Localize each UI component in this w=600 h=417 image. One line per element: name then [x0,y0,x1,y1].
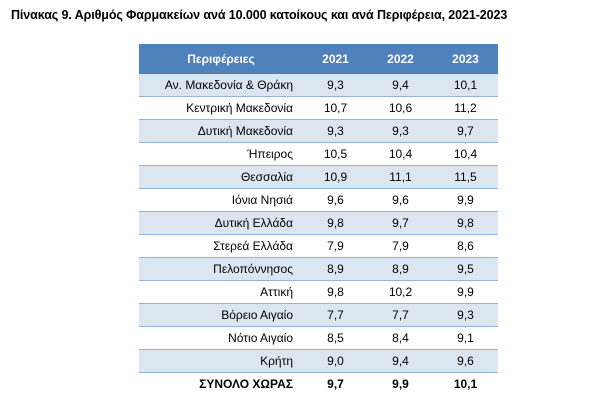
table-row: Ιόνια Νησιά 9,6 9,6 9,9 [139,188,498,212]
value-cell-2021: 7,9 [303,234,368,258]
column-header-2021: 2021 [303,44,368,74]
total-row: ΣΥΝΟΛΟ ΧΩΡΑΣ 9,7 9,9 10,1 [139,372,498,395]
value-cell-2021: 9,6 [303,188,368,212]
value-cell-2021: 9,8 [303,211,368,235]
value-cell-2022: 7,9 [368,234,433,258]
total-value-2023: 10,1 [433,372,498,395]
value-cell-2023: 9,5 [433,257,498,281]
value-cell-2023: 9,3 [433,303,498,327]
region-cell: Πελοπόννησος [139,257,303,281]
value-cell-2022: 9,4 [368,74,433,97]
value-cell-2021: 8,5 [303,326,368,350]
table-row: Κρήτη 9,0 9,4 9,6 [139,349,498,373]
region-cell: Θεσσαλία [139,165,303,189]
table-row: Ήπειρος 10,5 10,4 10,4 [139,142,498,166]
value-cell-2023: 10,1 [433,74,498,97]
table-row: Πελοπόννησος 8,9 8,9 9,5 [139,257,498,281]
region-cell: Νότιο Αιγαίο [139,326,303,350]
value-cell-2023: 9,9 [433,280,498,304]
value-cell-2021: 7,7 [303,303,368,327]
table-row: Στερεά Ελλάδα 7,9 7,9 8,6 [139,234,498,258]
value-cell-2021: 10,5 [303,142,368,166]
value-cell-2022: 9,4 [368,349,433,373]
value-cell-2021: 10,9 [303,165,368,189]
region-cell: Δυτική Ελλάδα [139,211,303,235]
region-cell: Στερεά Ελλάδα [139,234,303,258]
region-cell: Κρήτη [139,349,303,373]
table-caption: Πίνακας 9. Αριθμός Φαρμακείων ανά 10.000… [11,8,508,22]
value-cell-2021: 10,7 [303,96,368,120]
table-row: Δυτική Ελλάδα 9,8 9,7 9,8 [139,211,498,235]
column-header-region: Περιφέρειες [139,44,303,74]
column-header-2023: 2023 [433,44,498,74]
value-cell-2021: 9,0 [303,349,368,373]
region-cell: Ιόνια Νησιά [139,188,303,212]
table-row: Κεντρική Μακεδονία 10,7 10,6 11,2 [139,96,498,120]
value-cell-2022: 11,1 [368,165,433,189]
value-cell-2021: 9,8 [303,280,368,304]
table-row: Δυτική Μακεδονία 9,3 9,3 9,7 [139,119,498,143]
region-cell: Βόρειο Αιγαίο [139,303,303,327]
value-cell-2021: 9,3 [303,119,368,143]
value-cell-2022: 9,7 [368,211,433,235]
value-cell-2021: 9,3 [303,74,368,97]
total-value-2022: 9,9 [368,372,433,395]
value-cell-2023: 9,8 [433,211,498,235]
column-header-2022: 2022 [368,44,433,74]
value-cell-2022: 9,3 [368,119,433,143]
pharmacies-table: Περιφέρειες 2021 2022 2023 Αν. Μακεδονία… [139,44,498,395]
value-cell-2023: 11,2 [433,96,498,120]
value-cell-2023: 10,4 [433,142,498,166]
value-cell-2022: 8,4 [368,326,433,350]
header-row: Περιφέρειες 2021 2022 2023 [139,44,498,74]
region-cell: Κεντρική Μακεδονία [139,96,303,120]
region-cell: Δυτική Μακεδονία [139,119,303,143]
value-cell-2023: 8,6 [433,234,498,258]
value-cell-2023: 9,1 [433,326,498,350]
total-value-2021: 9,7 [303,372,368,395]
table-row: Θεσσαλία 10,9 11,1 11,5 [139,165,498,189]
total-label: ΣΥΝΟΛΟ ΧΩΡΑΣ [139,372,303,395]
table-row: Νότιο Αιγαίο 8,5 8,4 9,1 [139,326,498,350]
value-cell-2023: 9,9 [433,188,498,212]
value-cell-2022: 10,4 [368,142,433,166]
value-cell-2023: 9,7 [433,119,498,143]
value-cell-2022: 9,6 [368,188,433,212]
table-row: Αττική 9,8 10,2 9,9 [139,280,498,304]
value-cell-2022: 10,6 [368,96,433,120]
value-cell-2023: 11,5 [433,165,498,189]
region-cell: Ήπειρος [139,142,303,166]
region-cell: Αττική [139,280,303,304]
value-cell-2021: 8,9 [303,257,368,281]
value-cell-2022: 10,2 [368,280,433,304]
region-cell: Αν. Μακεδονία & Θράκη [139,74,303,97]
table-row: Βόρειο Αιγαίο 7,7 7,7 9,3 [139,303,498,327]
value-cell-2023: 9,6 [433,349,498,373]
value-cell-2022: 7,7 [368,303,433,327]
table-row: Αν. Μακεδονία & Θράκη 9,3 9,4 10,1 [139,74,498,97]
value-cell-2022: 8,9 [368,257,433,281]
